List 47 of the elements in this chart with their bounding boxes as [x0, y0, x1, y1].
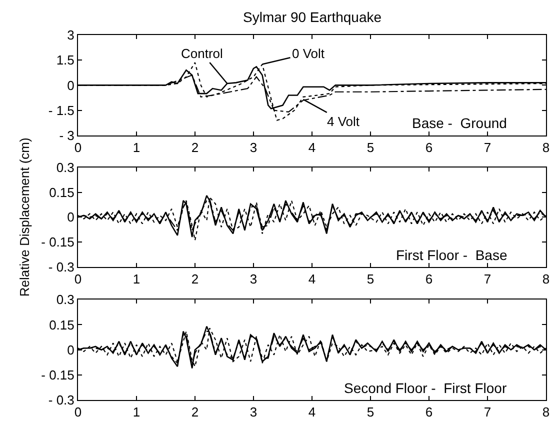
- x-tick-label: 1: [132, 404, 140, 420]
- x-tick-label: 4: [308, 404, 316, 420]
- annotation: Control: [181, 46, 224, 61]
- x-tick-label: 8: [542, 404, 550, 420]
- x-tick-label: 1: [132, 140, 140, 155]
- x-tick-label: 6: [425, 140, 433, 155]
- y-tick-label: 0.15: [49, 184, 74, 200]
- x-tick-label: 8: [542, 140, 550, 155]
- y-tick-label: - 0.15: [41, 367, 74, 382]
- y-tick-label: 3: [67, 28, 74, 43]
- x-tick-label: 5: [366, 140, 374, 155]
- annotation: 0 Volt: [292, 46, 325, 61]
- chart-title: Sylmar 90 Earthquake: [243, 9, 382, 25]
- y-tick-label: - 0.3: [48, 392, 74, 408]
- annotation: First Floor - Base: [396, 247, 508, 263]
- x-tick-label: 6: [425, 404, 433, 420]
- annotation: Base - Ground: [412, 115, 507, 131]
- x-tick-label: 7: [484, 404, 492, 420]
- y-tick-label: 0.15: [49, 317, 74, 332]
- x-tick-label: 7: [484, 140, 492, 155]
- x-tick-label: 3: [250, 140, 258, 155]
- y-axis-title: Relative Displacement (cm): [17, 138, 32, 297]
- x-tick-label: 4: [308, 140, 316, 155]
- y-tick-label: - 3: [59, 128, 74, 143]
- x-tick-label: 7: [484, 271, 492, 286]
- x-tick-label: 6: [425, 271, 433, 286]
- y-tick-label: 0: [67, 342, 74, 358]
- y-tick-label: 0.3: [56, 292, 74, 308]
- x-tick-label: 2: [191, 404, 199, 420]
- x-tick-label: 2: [191, 271, 199, 286]
- x-tick-label: 2: [191, 140, 199, 155]
- x-tick-label: 5: [366, 271, 374, 286]
- y-tick-label: - 0.15: [41, 234, 74, 250]
- x-tick-label: 5: [366, 404, 374, 420]
- y-tick-label: - 1.5: [48, 102, 74, 118]
- x-tick-label: 1: [132, 271, 140, 286]
- annotation: Second Floor - First Floor: [344, 380, 507, 396]
- y-tick-label: 0: [67, 78, 74, 93]
- x-tick-label: 8: [542, 271, 550, 286]
- y-tick-label: 0.3: [56, 160, 74, 176]
- annotation: 4 Volt: [327, 114, 360, 129]
- y-tick-label: - 0.3: [48, 259, 74, 274]
- x-tick-label: 3: [250, 271, 258, 286]
- y-tick-label: 1.5: [56, 52, 74, 68]
- y-tick-label: 0: [67, 210, 74, 225]
- x-tick-label: 3: [250, 404, 258, 420]
- x-tick-label: 4: [308, 271, 316, 286]
